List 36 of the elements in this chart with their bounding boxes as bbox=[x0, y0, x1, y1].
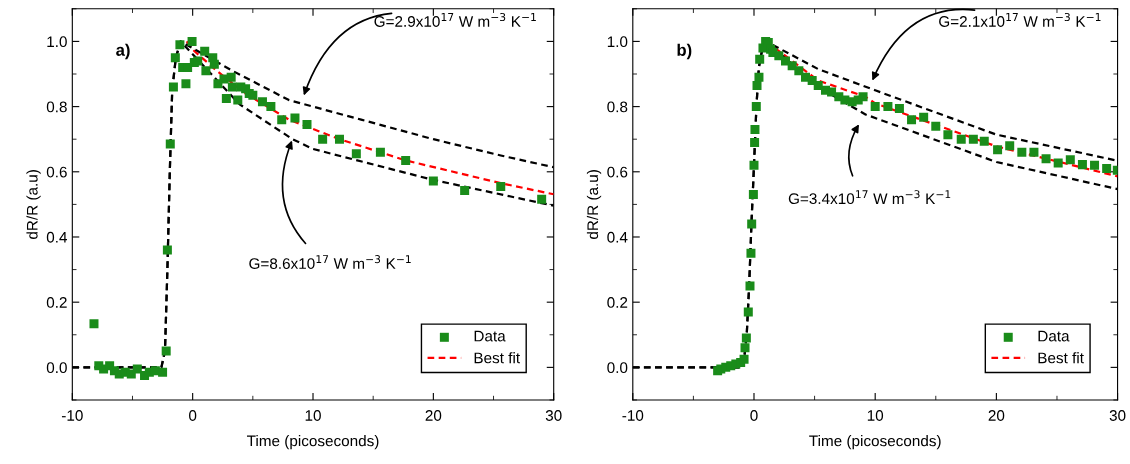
legend-label: Data bbox=[1038, 330, 1070, 342]
y-tick-label: 1.0 bbox=[47, 36, 67, 48]
y-tick-label: 0.0 bbox=[607, 362, 628, 374]
y-tick-label: 0.8 bbox=[46, 101, 67, 113]
x-axis-title: Time (picoseconds) bbox=[809, 435, 941, 450]
y-tick-label: 0.2 bbox=[46, 297, 67, 308]
y-tick-label: 0.2 bbox=[607, 297, 628, 308]
annotation: G=3.4x10$^{17}$ W m$^{−3}$ K$^{−1}$ bbox=[788, 190, 951, 205]
legend-label: Best fit bbox=[474, 352, 520, 364]
legend-label: Data bbox=[474, 330, 506, 342]
y-tick-label: 0.6 bbox=[607, 166, 628, 178]
annotation: b) bbox=[677, 43, 692, 60]
x-tick-label: 10 bbox=[305, 410, 321, 421]
annotation: G=2.9x10$^{17}$ W m$^{−3}$ K$^{−1}$ bbox=[374, 12, 536, 27]
annotation: G=8.6x10$^{17}$ W m$^{−3}$ K$^{−1}$ bbox=[249, 255, 411, 269]
x-tick-label: 20 bbox=[425, 410, 442, 421]
x-tick-label: 20 bbox=[988, 410, 1005, 421]
y-tick-label: 1.0 bbox=[607, 36, 628, 48]
x-tick-label: 0 bbox=[750, 410, 758, 421]
y-tick-label: 0.4 bbox=[607, 231, 628, 243]
y-axis-title: dR/R (a.u) bbox=[26, 170, 41, 239]
annotation: a) bbox=[116, 43, 130, 60]
x-tick-label: -10 bbox=[61, 410, 83, 421]
x-tick-label: 10 bbox=[867, 410, 884, 421]
legend-label: Best fit bbox=[1038, 352, 1084, 364]
y-tick-label: 0.0 bbox=[46, 362, 67, 374]
x-tick-label: 0 bbox=[189, 410, 197, 421]
annotation: G=2.1x10$^{17}$ W m$^{−3}$ K$^{−1}$ bbox=[939, 12, 1101, 27]
y-axis-title: dR/R (a.u) bbox=[586, 170, 602, 239]
x-tick-label: 30 bbox=[1109, 410, 1126, 421]
x-axis-title: Time (picoseconds) bbox=[246, 435, 379, 450]
y-tick-label: 0.4 bbox=[46, 231, 68, 243]
x-tick-label: 30 bbox=[545, 410, 562, 421]
y-tick-label: 0.6 bbox=[46, 166, 67, 178]
x-tick-label: -10 bbox=[622, 410, 644, 421]
y-tick-label: 0.8 bbox=[607, 101, 628, 113]
